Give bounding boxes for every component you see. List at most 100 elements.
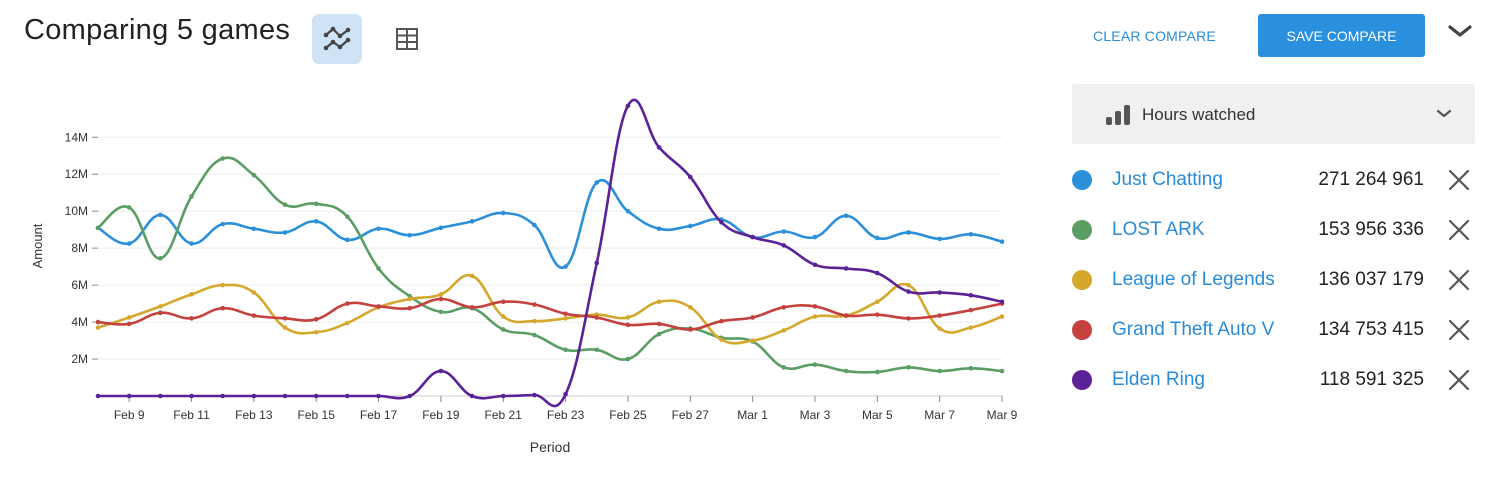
remove-series-button[interactable] — [1448, 219, 1470, 241]
data-point — [126, 241, 132, 246]
metric-dropdown[interactable]: Hours watched — [1072, 84, 1475, 144]
close-icon — [1448, 219, 1470, 241]
data-point — [750, 234, 755, 240]
data-point — [594, 315, 600, 320]
data-point — [812, 234, 818, 240]
series-color-dot — [1072, 220, 1092, 240]
data-point — [532, 222, 537, 228]
legend-row: Grand Theft Auto V 134 753 415 — [1070, 310, 1480, 350]
data-point — [158, 393, 163, 399]
data-point — [937, 313, 942, 318]
data-point — [687, 174, 693, 180]
data-point — [906, 365, 911, 370]
data-point — [95, 325, 101, 330]
series-name-link[interactable]: Just Chatting — [1112, 169, 1223, 190]
data-point — [968, 292, 974, 298]
series-name-link[interactable]: League of Legends — [1112, 269, 1275, 290]
data-point — [251, 393, 257, 399]
data-point — [843, 213, 849, 219]
y-tick-label: 10M — [65, 204, 88, 218]
data-point — [282, 316, 288, 321]
data-point — [158, 256, 163, 261]
y-axis-title: Amount — [30, 223, 45, 268]
data-point — [500, 327, 506, 332]
x-tick-label: Mar 5 — [862, 408, 893, 422]
data-point — [438, 296, 444, 302]
data-point — [563, 391, 568, 397]
data-point — [875, 299, 880, 305]
data-point — [906, 282, 911, 288]
series-color-dot — [1072, 370, 1092, 390]
data-point — [345, 301, 350, 306]
y-tick-label: 2M — [71, 352, 88, 366]
data-point — [407, 305, 413, 311]
data-point — [781, 229, 787, 234]
data-point — [687, 327, 693, 332]
series-total-value: 136 037 179 — [1318, 269, 1424, 290]
data-point — [532, 332, 537, 338]
data-point — [719, 219, 724, 225]
series-total-value: 134 753 415 — [1318, 319, 1424, 340]
remove-series-button[interactable] — [1448, 369, 1470, 391]
data-point — [843, 368, 849, 374]
y-tick-label: 14M — [65, 130, 88, 144]
series-name-link[interactable]: LOST ARK — [1112, 219, 1205, 240]
series-total-value: 118 591 325 — [1319, 369, 1424, 390]
data-point — [875, 235, 880, 241]
series-line — [97, 156, 1003, 374]
x-tick-label: Feb 9 — [114, 408, 145, 422]
data-point — [843, 266, 849, 271]
data-point — [563, 264, 568, 269]
data-point — [812, 304, 818, 309]
series-name-link[interactable]: Grand Theft Auto V — [1112, 319, 1275, 340]
x-tick-label: Mar 1 — [737, 408, 768, 422]
data-point — [625, 315, 631, 320]
data-point — [158, 304, 163, 309]
data-point — [625, 103, 631, 109]
data-point — [469, 393, 475, 399]
data-point — [532, 392, 537, 398]
data-point — [906, 230, 911, 235]
series-total-value: 271 264 961 — [1318, 169, 1424, 190]
data-point — [968, 365, 974, 371]
remove-series-button[interactable] — [1448, 169, 1470, 191]
line-chart-view-button[interactable] — [312, 14, 362, 64]
data-point — [937, 236, 942, 242]
data-point — [189, 316, 194, 321]
save-compare-button[interactable]: SAVE COMPARE — [1258, 14, 1425, 57]
data-point — [313, 317, 319, 322]
data-point — [345, 393, 350, 399]
remove-series-button[interactable] — [1448, 269, 1470, 291]
x-tick-label: Feb 17 — [360, 408, 398, 422]
data-point — [906, 316, 911, 321]
close-icon — [1448, 169, 1470, 191]
data-point — [812, 362, 818, 367]
line-chart: 2M 4M 6M 8M 10M 12M 14M Feb 9 Feb 11 Feb 13 Feb 15… — [0, 80, 1040, 475]
data-point — [937, 326, 942, 331]
data-point — [220, 282, 225, 288]
x-tick-label: Feb 11 — [173, 408, 210, 422]
data-point — [251, 290, 257, 295]
table-view-button[interactable] — [382, 14, 432, 64]
data-point — [469, 304, 475, 310]
y-tick-label: 6M — [71, 278, 88, 292]
data-point — [687, 223, 693, 229]
data-point — [95, 393, 101, 399]
legend-row: LOST ARK 153 956 336 — [1070, 210, 1480, 250]
data-point — [282, 325, 288, 330]
series-name-link[interactable]: Elden Ring — [1112, 369, 1205, 390]
clear-compare-link[interactable]: CLEAR COMPARE — [1093, 28, 1216, 44]
bar-signal-icon — [1106, 105, 1130, 125]
data-point — [812, 314, 818, 319]
remove-series-button[interactable] — [1448, 319, 1470, 341]
data-point — [750, 315, 755, 320]
x-tick-label: Feb 19 — [422, 408, 460, 422]
legend-row: League of Legends 136 037 179 — [1070, 260, 1480, 300]
data-point — [532, 302, 537, 307]
y-tick-label: 12M — [65, 167, 88, 181]
data-point — [313, 393, 319, 399]
data-point — [532, 318, 537, 324]
data-point — [968, 231, 974, 237]
collapse-toggle[interactable] — [1446, 20, 1474, 42]
data-point — [563, 316, 568, 321]
